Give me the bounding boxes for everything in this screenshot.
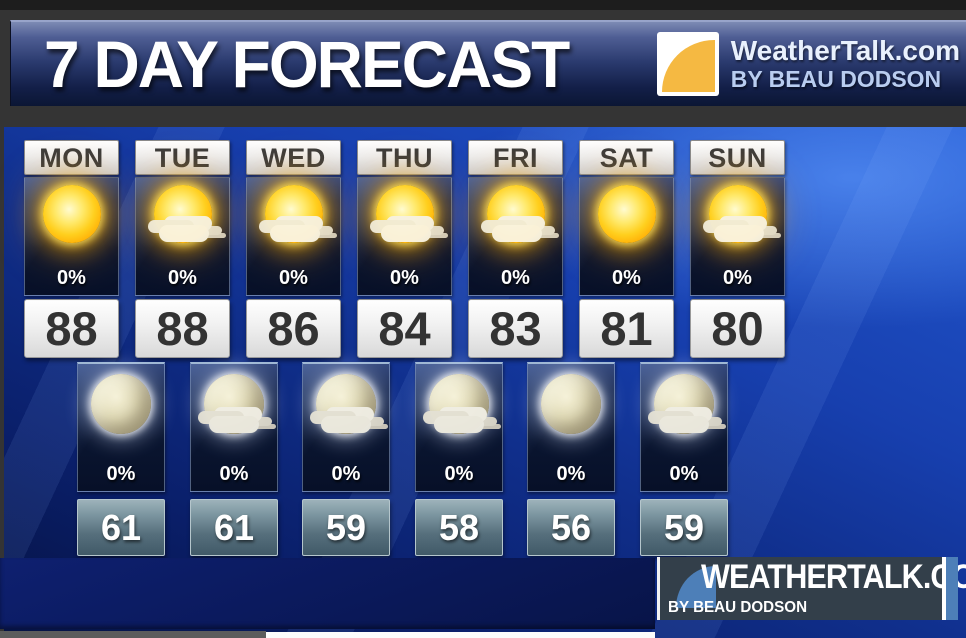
brand-byline: BY BEAU DODSON [730,65,942,92]
brand-block: WeatherTalk.com BY BEAU DODSON [656,32,966,96]
precip-chance: 0% [501,267,530,289]
precip-chance: 0% [669,463,699,485]
low-temp: 61 [77,499,165,556]
night-icon-panel: 0% [77,362,165,492]
high-temp: 83 [468,299,563,358]
high-temp: 88 [135,299,230,358]
day-icon-panel: 0% [357,177,452,296]
night-column-6: 0% [640,362,728,492]
precip-chance: 0% [612,267,641,289]
precip-chance: 0% [556,463,586,485]
sun-cloud-icon [358,178,451,267]
precip-chance: 0% [279,267,308,289]
day-label: SAT [579,140,674,175]
day-column-mon: MON 0% 88 [24,140,119,358]
precip-chance: 0% [57,267,86,289]
day-column-sat: SAT 0% 81 [579,140,674,358]
footer-logo: WEATHERTALK.COM BY BEAU DODSON [657,557,966,620]
night-column-4: 0% [415,362,503,492]
day-icon-panel: 0% [24,177,119,296]
day-column-fri: FRI 0% 83 [468,140,563,358]
high-temp: 81 [579,299,674,358]
day-label: TUE [135,140,230,175]
night-column-3: 0% [302,362,390,492]
brand-text: WeatherTalk.com BY BEAU DODSON [731,35,960,92]
brand-site-name: WeatherTalk.com [730,35,960,67]
bottom-edge-white [266,632,655,638]
day-label: FRI [468,140,563,175]
day-icon-panel: 0% [135,177,230,296]
low-temp: 58 [415,499,503,556]
sun-cloud-icon [136,178,229,267]
day-column-sun: SUN 0% 80 [690,140,785,358]
precip-chance: 0% [219,463,249,485]
night-column-1: 0% [77,362,165,492]
bottom-edge-gray [0,631,266,638]
day-icon-panel: 0% [468,177,563,296]
night-column-5: 0% [527,362,615,492]
day-label: WED [246,140,341,175]
high-temp: 84 [357,299,452,358]
low-temp: 61 [190,499,278,556]
night-icon-panel: 0% [190,362,278,492]
sun-cloud-icon [691,178,784,267]
night-icon-panel: 0% [640,362,728,492]
precip-chance: 0% [106,463,136,485]
day-column-tue: TUE 0% 88 [135,140,230,358]
page-title: 7 DAY FORECAST [43,27,570,101]
night-icon-panel: 0% [415,362,503,492]
low-temp: 59 [640,499,728,556]
moon-cloud-icon [303,364,389,463]
lower-third-banner [0,558,655,629]
top-frame-edge [0,0,966,10]
day-icon-panel: 0% [690,177,785,296]
day-icon-panel: 0% [579,177,674,296]
night-icon-panel: 0% [302,362,390,492]
precip-chance: 0% [331,463,361,485]
day-column-thu: THU 0% 84 [357,140,452,358]
sun-icon [580,178,673,267]
day-column-wed: WED 0% 86 [246,140,341,358]
moon-cloud-icon [641,364,727,463]
footer-site-name: WEATHERTALK.COM [701,558,966,596]
sun-cloud-icon [469,178,562,267]
low-temp: 59 [302,499,390,556]
high-temp: 86 [246,299,341,358]
high-temp: 88 [24,299,119,358]
precip-chance: 0% [390,267,419,289]
day-label: SUN [690,140,785,175]
sun-cloud-icon [247,178,340,267]
night-icon-panel: 0% [527,362,615,492]
sun-icon [25,178,118,267]
precip-chance: 0% [723,267,752,289]
moon-cloud-icon [416,364,502,463]
day-icon-panel: 0% [246,177,341,296]
low-temp: 56 [527,499,615,556]
day-label: MON [24,140,119,175]
precip-chance: 0% [168,267,197,289]
sun-quarter-icon [656,32,719,96]
moon-cloud-icon [191,364,277,463]
moon-icon [528,364,614,463]
day-label: THU [357,140,452,175]
header-bar: 7 DAY FORECAST WeatherTalk.com BY BEAU D… [10,20,966,106]
footer-byline: BY BEAU DODSON [668,599,808,616]
high-temp: 80 [690,299,785,358]
precip-chance: 0% [444,463,474,485]
night-column-2: 0% [190,362,278,492]
moon-icon [78,364,164,463]
